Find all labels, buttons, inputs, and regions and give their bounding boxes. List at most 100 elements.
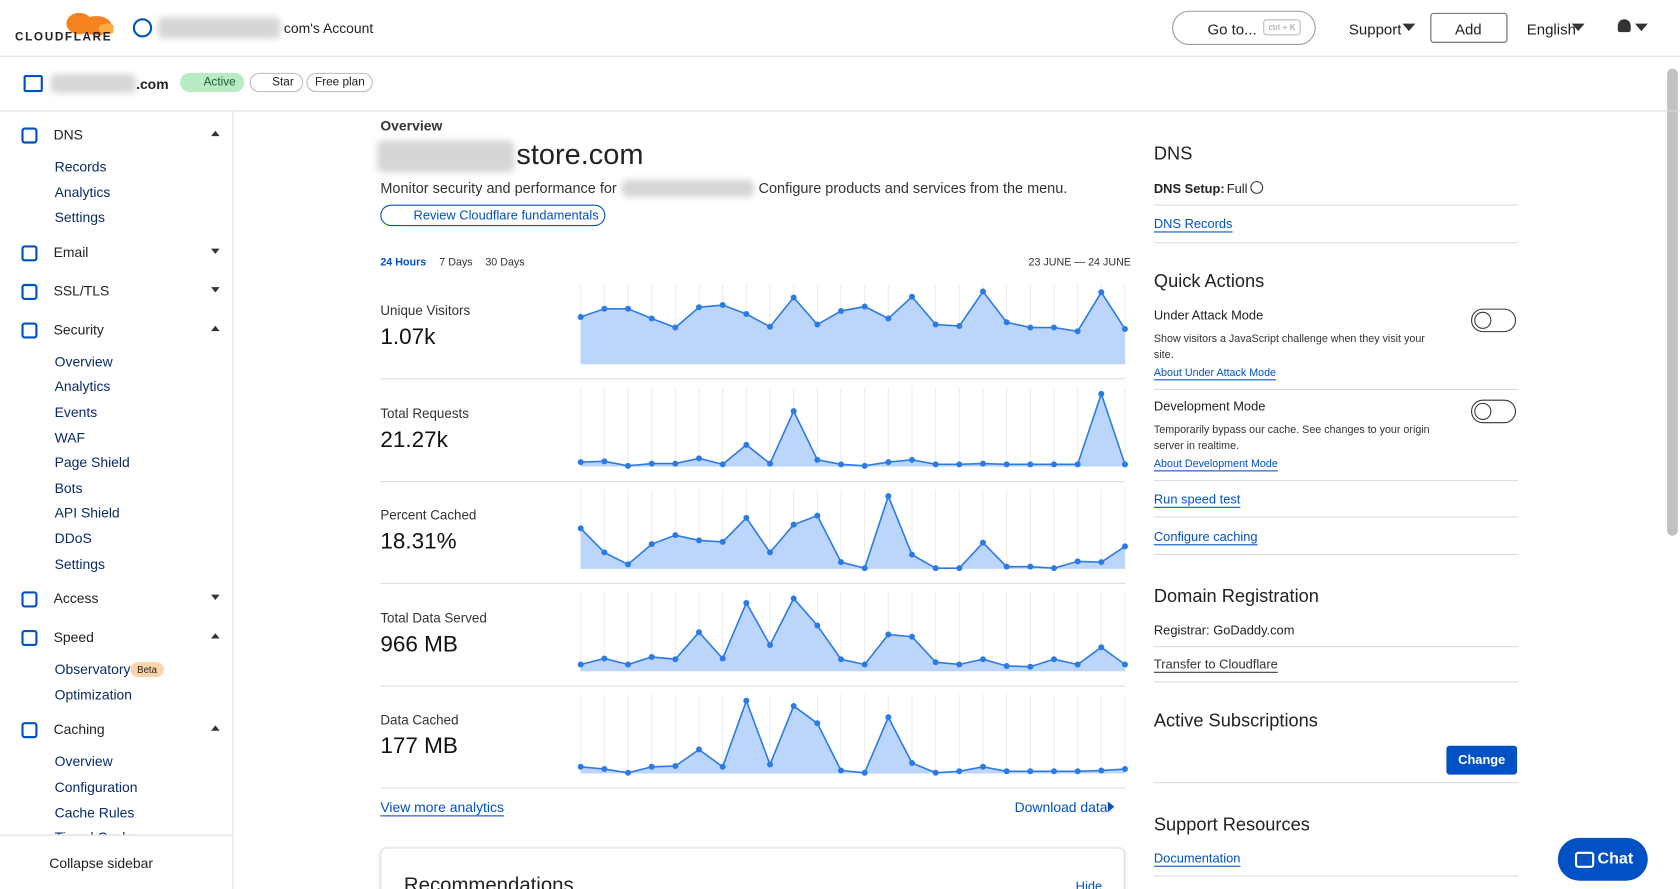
chat-button[interactable]: Chat	[1557, 837, 1648, 881]
point	[672, 656, 679, 663]
zone-icon	[23, 74, 43, 93]
toggle[interactable]	[1471, 308, 1517, 333]
action-link[interactable]: About Development Mode	[1153, 458, 1278, 471]
section-title: Domain Registration	[1153, 586, 1319, 607]
nav-item[interactable]: Configuration	[54, 778, 138, 795]
nav-section[interactable]: Caching	[53, 721, 105, 738]
nav-item[interactable]: Tiered Cache	[55, 829, 138, 834]
nav-section[interactable]: DNS	[53, 126, 83, 143]
point	[767, 323, 774, 330]
separator	[380, 582, 1125, 584]
nav-icon	[21, 322, 38, 339]
time-range[interactable]: 7 Days	[439, 257, 473, 269]
point	[625, 561, 632, 568]
nav-section[interactable]: Security	[53, 321, 104, 338]
nav-item[interactable]: Optimization	[54, 686, 133, 703]
zone-domain: .com	[136, 76, 169, 93]
nav-item[interactable]: Cache Rules	[54, 804, 135, 821]
toggle[interactable]	[1471, 399, 1517, 424]
point	[767, 549, 774, 556]
time-range[interactable]: 24 Hours	[380, 257, 427, 269]
point	[790, 408, 797, 415]
dns-records-link[interactable]: DNS Records	[1153, 216, 1233, 232]
point	[601, 305, 608, 312]
point	[814, 512, 821, 519]
separator	[1153, 479, 1519, 482]
nav-section[interactable]: Access	[53, 590, 99, 607]
point	[577, 763, 584, 770]
nav-item[interactable]: Analytics	[54, 378, 111, 395]
nav-item[interactable]: Observatory	[54, 661, 131, 678]
change-button[interactable]: Change	[1446, 745, 1518, 775]
transfer-link[interactable]: Transfer to Cloudflare	[1153, 656, 1278, 672]
point	[767, 641, 774, 648]
separator	[0, 110, 1680, 112]
time-range[interactable]: 30 Days	[485, 257, 525, 269]
toggle-knob	[1474, 402, 1492, 420]
point	[1098, 644, 1105, 651]
fundamentals-button[interactable]: Review Cloudflare fundamentals	[380, 204, 606, 227]
nav-item[interactable]: Overview	[54, 753, 113, 770]
point	[1098, 767, 1105, 774]
quick-link[interactable]: Run speed test	[1153, 491, 1241, 507]
nav-item[interactable]: API Shield	[54, 505, 120, 522]
add-button[interactable]: Add	[1430, 12, 1508, 43]
account-name: com's Account	[283, 20, 374, 37]
action-link[interactable]: About Under Attack Mode	[1153, 367, 1277, 380]
point	[979, 656, 986, 663]
point	[719, 538, 726, 545]
line	[580, 698, 1126, 774]
point	[838, 559, 845, 566]
quick-link[interactable]: Configure caching	[1153, 528, 1258, 544]
nav-item[interactable]: Analytics	[54, 183, 111, 200]
point	[648, 460, 655, 467]
line	[580, 391, 1126, 467]
point	[885, 315, 892, 322]
date-range: 23 JUNE — 24 JUNE	[1028, 257, 1131, 269]
plan-pill: Free plan	[306, 72, 374, 93]
nav-item[interactable]: Records	[54, 158, 107, 175]
separator	[0, 834, 233, 836]
point	[1003, 319, 1010, 326]
point	[956, 565, 963, 572]
point	[1003, 662, 1010, 669]
nav-item[interactable]: DDoS	[54, 530, 92, 547]
area	[580, 393, 1125, 467]
nav-icon	[21, 722, 38, 739]
nav-section[interactable]: Email	[53, 244, 89, 261]
nav-item[interactable]: Settings	[54, 209, 105, 226]
language-menu[interactable]: English	[1526, 20, 1576, 38]
registrar: Registrar: GoDaddy.com	[1153, 622, 1295, 638]
point	[625, 769, 632, 776]
point	[1121, 766, 1128, 773]
point	[1050, 768, 1057, 775]
nav-item[interactable]: Page Shield	[54, 454, 130, 471]
download-data[interactable]: Download data	[1014, 799, 1108, 816]
point	[648, 315, 655, 322]
point	[719, 655, 726, 662]
scrollbar[interactable]	[1667, 68, 1678, 536]
view-more[interactable]: View more analytics	[380, 799, 504, 816]
support-menu[interactable]: Support	[1348, 20, 1402, 38]
hide-link[interactable]: Hide	[1075, 878, 1103, 889]
nav-section[interactable]: SSL/TLS	[53, 282, 110, 299]
nav-section[interactable]: Speed	[53, 629, 94, 646]
point	[790, 595, 797, 602]
nav-item[interactable]: Bots	[54, 479, 83, 496]
nav-item[interactable]: Overview	[54, 353, 113, 370]
caret	[211, 248, 220, 258]
nav-item[interactable]: WAF	[54, 429, 86, 446]
area	[580, 291, 1125, 365]
point	[838, 767, 845, 774]
goto-search[interactable]: Go to... ctrl + K	[1172, 10, 1316, 45]
nav-item[interactable]: Events	[54, 403, 98, 420]
overview-label: Overview	[380, 117, 443, 134]
separator	[1153, 646, 1519, 648]
point	[767, 761, 774, 768]
nav-item[interactable]: Settings	[54, 555, 105, 572]
support-link[interactable]: Documentation	[1153, 850, 1241, 866]
point	[625, 661, 632, 668]
collapse-sidebar[interactable]: Collapse sidebar	[49, 854, 154, 872]
star-pill[interactable]: Star	[249, 72, 304, 93]
redacted	[377, 140, 515, 173]
